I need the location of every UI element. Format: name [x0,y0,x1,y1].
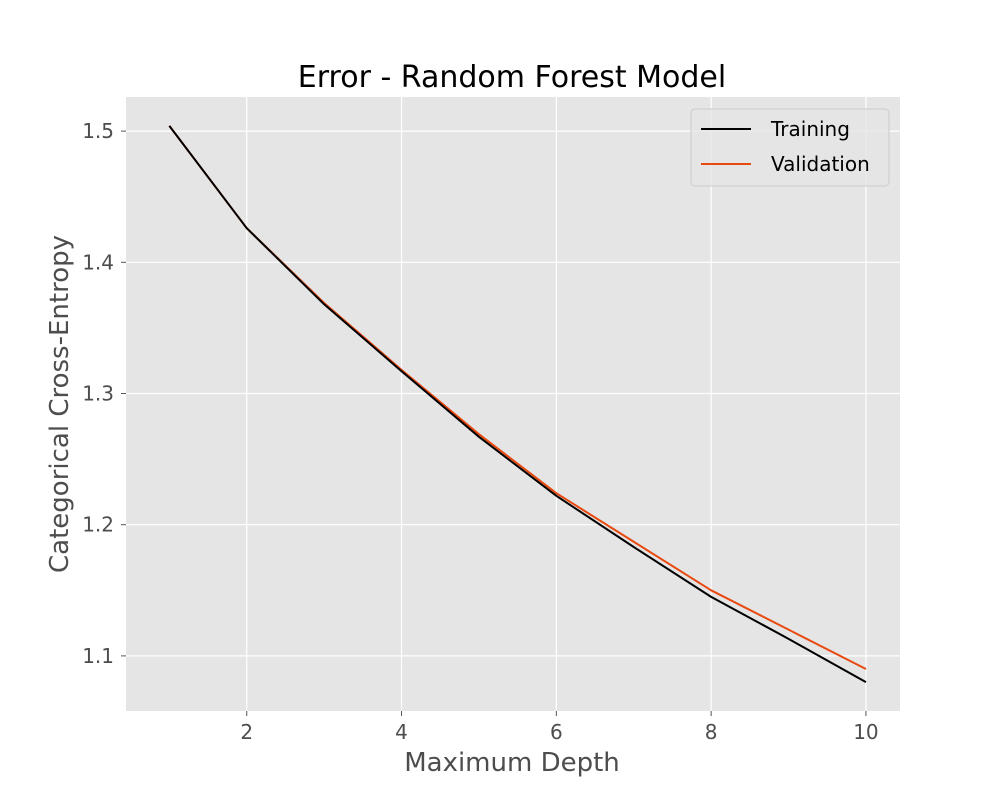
y-tick-label: 1.4 [82,250,114,274]
chart-title: Error - Random Forest Model [298,60,726,95]
x-tick-label: 2 [240,720,253,744]
y-tick-label: 1.1 [82,644,114,668]
legend: Training Validation [690,108,890,187]
x-tick-label: 4 [395,720,408,744]
x-axis-ticks: 2 4 6 8 10 [240,711,879,744]
y-axis-ticks: 1.1 1.2 1.3 1.4 1.5 [82,119,126,668]
y-tick-label: 1.5 [82,119,114,143]
y-tick-label: 1.2 [82,513,114,537]
plot-area [126,97,900,711]
y-axis-title: Categorical Cross-Entropy [45,235,75,573]
x-tick-label: 8 [705,720,718,744]
x-tick-label: 6 [550,720,563,744]
x-axis-title: Maximum Depth [404,748,620,778]
legend-label-validation: Validation [771,152,870,176]
legend-label-training: Training [770,117,850,141]
y-tick-label: 1.3 [82,382,114,406]
x-tick-label: 10 [853,720,878,744]
series-lines [168,125,867,684]
series-line-training [168,125,867,684]
